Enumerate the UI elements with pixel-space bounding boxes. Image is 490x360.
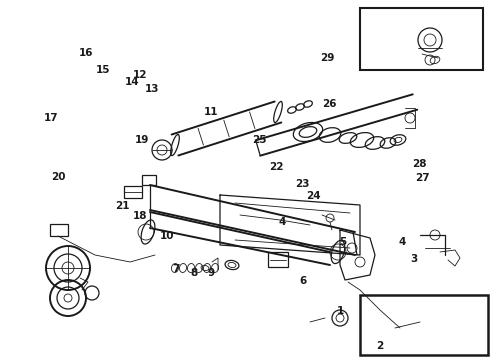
Text: 23: 23 [295,179,310,189]
Text: 6: 6 [299,276,306,286]
Bar [124,186,142,198]
Bar [268,252,288,267]
Text: 4: 4 [398,237,406,247]
Text: 7: 7 [172,264,180,274]
Text: 9: 9 [207,268,214,278]
Text: 17: 17 [44,113,59,123]
Text: 5: 5 [340,237,346,247]
Text: 24: 24 [306,191,321,201]
Text: 21: 21 [115,201,130,211]
Text: 13: 13 [145,84,159,94]
Text: 11: 11 [203,107,218,117]
Bar [360,8,483,70]
Text: 28: 28 [412,159,426,169]
Text: 27: 27 [415,173,430,183]
Text: 25: 25 [252,135,267,145]
Bar [360,295,488,355]
Text: 20: 20 [51,172,66,182]
Bar [50,224,68,236]
Text: 15: 15 [96,65,110,75]
Text: 10: 10 [159,231,174,241]
Text: 16: 16 [78,48,93,58]
Text: 22: 22 [270,162,284,172]
Text: 19: 19 [135,135,149,145]
Text: 14: 14 [125,77,140,87]
Text: 3: 3 [411,254,417,264]
Text: 18: 18 [132,211,147,221]
Text: 12: 12 [132,70,147,80]
Bar [142,175,156,185]
Text: 4: 4 [278,217,286,228]
Text: 1: 1 [337,306,344,316]
Text: 26: 26 [322,99,337,109]
Text: 2: 2 [376,341,383,351]
Text: 29: 29 [320,53,335,63]
Text: 8: 8 [190,268,197,278]
